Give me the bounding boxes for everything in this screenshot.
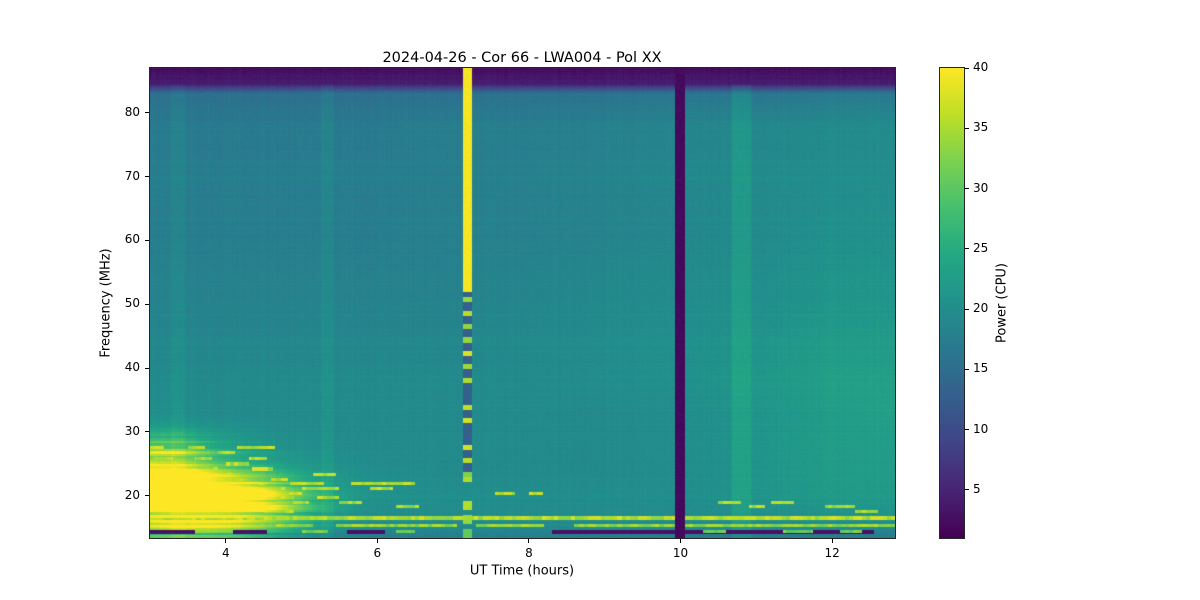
y-tick-label: 20 [124, 487, 140, 502]
x-tick-mark [225, 539, 227, 543]
x-tick-label: 4 [221, 546, 230, 560]
y-tick-mark [145, 495, 149, 497]
x-tick-mark [680, 539, 682, 543]
y-tick-mark [145, 176, 149, 178]
chart-title: 2024-04-26 - Cor 66 - LWA004 - Pol XX [382, 50, 662, 66]
y-tick-mark [145, 239, 149, 241]
colorbar-tick-mark [965, 308, 969, 310]
colorbar-tick-mark [965, 248, 969, 250]
colorbar-tick-mark [965, 127, 969, 129]
colorbar-tick-mark [965, 489, 969, 491]
colorbar-tick-label: 25 [973, 240, 989, 255]
colorbar-tick-label: 30 [973, 180, 989, 195]
x-axis-label: UT Time (hours) [469, 563, 575, 579]
colorbar-tick-mark [965, 429, 969, 431]
y-tick-mark [145, 112, 149, 114]
colorbar-tick-mark [965, 67, 969, 69]
y-tick-label: 60 [124, 232, 140, 247]
y-tick-mark [145, 303, 149, 305]
y-tick-label: 30 [124, 423, 140, 438]
colorbar-tick-mark [965, 368, 969, 370]
x-tick-mark [528, 539, 530, 543]
spectrogram-heatmap [150, 68, 895, 538]
colorbar-tick-label: 10 [973, 421, 989, 436]
colorbar-tick-label: 20 [973, 301, 989, 316]
y-tick-label: 70 [124, 168, 140, 183]
colorbar-tick-label: 5 [973, 481, 981, 496]
y-tick-mark [145, 367, 149, 369]
x-tick-label: 6 [373, 546, 382, 560]
x-tick-label: 8 [525, 546, 533, 560]
colorbar-tick-label: 40 [973, 60, 989, 74]
y-tick-label: 80 [124, 104, 140, 119]
colorbar-tick-label: 35 [973, 120, 989, 135]
x-tick-label: 12 [824, 546, 840, 560]
y-tick-label: 50 [124, 296, 140, 311]
y-tick-label: 40 [124, 360, 140, 375]
x-tick-mark [831, 539, 833, 543]
y-tick-mark [145, 431, 149, 433]
colorbar [939, 67, 965, 539]
colorbar-tick-label: 15 [973, 361, 989, 376]
colorbar-tick-mark [965, 188, 969, 189]
x-tick-mark [376, 539, 378, 543]
x-tick-label: 10 [672, 546, 689, 560]
